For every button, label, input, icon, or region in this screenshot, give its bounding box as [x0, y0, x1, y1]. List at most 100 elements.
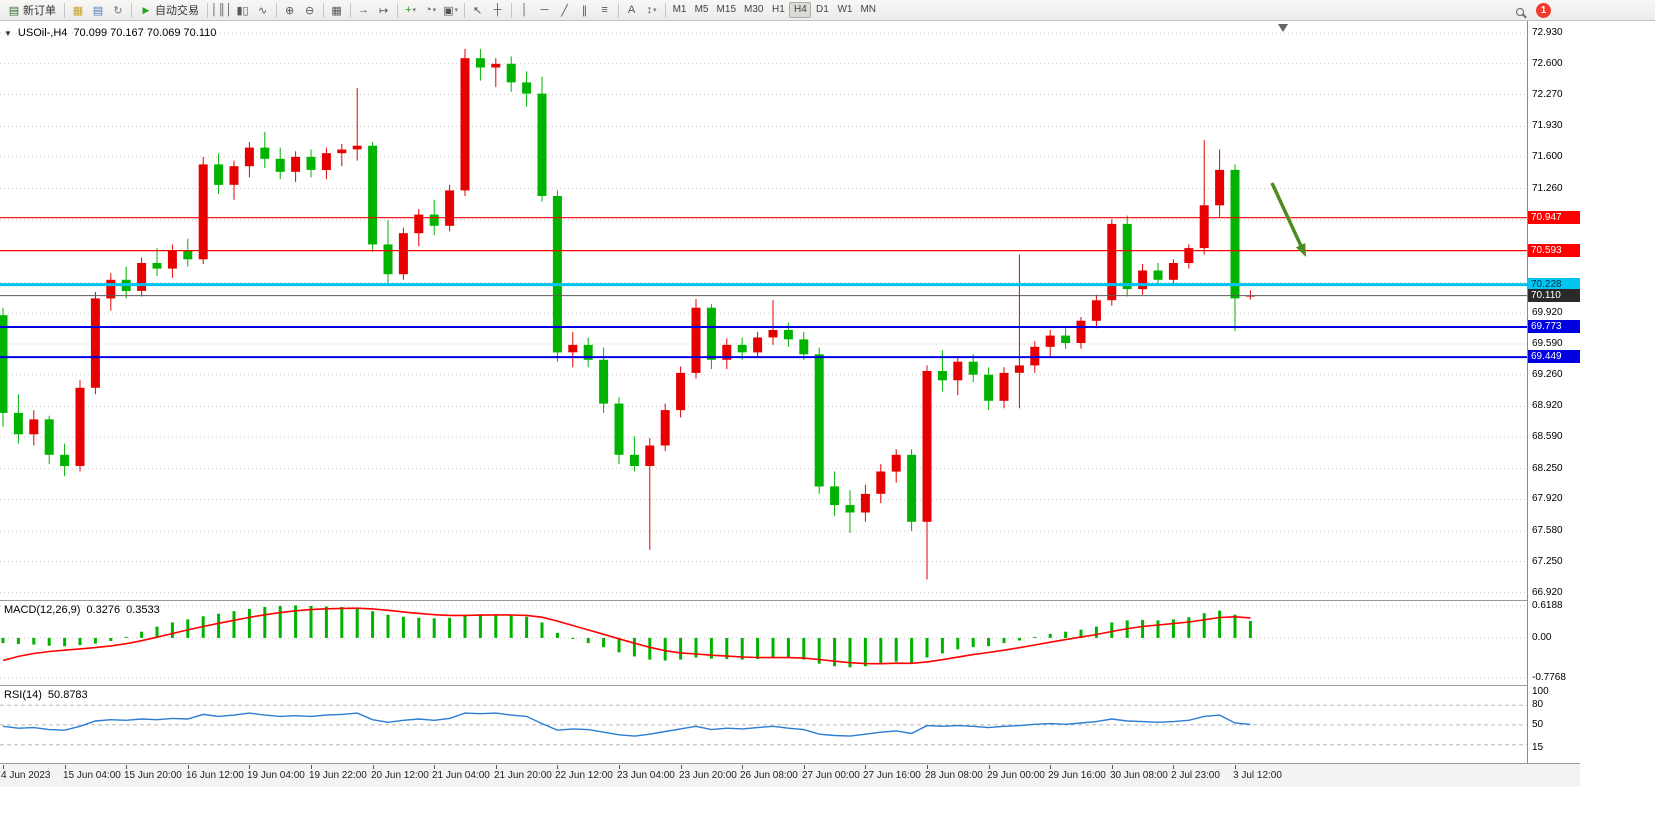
- time-tick: [188, 765, 189, 769]
- trendline-icon[interactable]: ╱: [561, 4, 568, 17]
- axis-label: 72.600: [1532, 58, 1563, 69]
- toolbar-group-files: ▦ ▤ ↻: [68, 2, 128, 19]
- toolbar-separator: [617, 2, 619, 18]
- toolbar-separator: [463, 2, 465, 18]
- new-chart-icon[interactable]: ▦: [72, 4, 84, 17]
- panel-separator[interactable]: [0, 600, 1580, 601]
- refresh-icon[interactable]: ↻: [113, 4, 123, 17]
- macd-signal-value: 0.3533: [126, 604, 160, 616]
- axis-label: -0.7768: [1532, 672, 1566, 683]
- time-tick: [496, 765, 497, 769]
- macd-label-bar: MACD(12,26,9) 0.3276 0.3533: [4, 604, 160, 616]
- autotrading-play-icon: ▶: [142, 4, 150, 15]
- axis-label: 67.250: [1532, 556, 1563, 567]
- time-label: 28 Jun 08:00: [925, 770, 983, 781]
- price-axis[interactable]: 72.930 72.600 72.270 71.930 71.600 71.260 69.9…: [1527, 21, 1580, 763]
- chart-symbol-title: USOil-,H4: [17, 27, 68, 39]
- timeframe-w1[interactable]: W1: [837, 4, 853, 15]
- candlestick-chart-icon[interactable]: ▮▯: [236, 4, 249, 17]
- bar-chart-icon[interactable]: │║│: [211, 4, 233, 16]
- axis-label: 15: [1532, 742, 1544, 753]
- axis-label: 0.00: [1532, 632, 1552, 643]
- profiles-icon[interactable]: ▤: [92, 4, 104, 17]
- cursor-icon[interactable]: ↖: [472, 4, 483, 17]
- macd-indicator-panel[interactable]: [0, 601, 1527, 685]
- time-label: 4 Jun 2023: [1, 770, 51, 781]
- time-label: 2 Jul 23:00: [1171, 770, 1220, 781]
- axis-label: 72.930: [1532, 27, 1563, 38]
- search-lens-icon: [1516, 7, 1524, 16]
- collapse-icon[interactable]: ▼: [4, 29, 12, 38]
- axis-label: 71.930: [1532, 120, 1563, 131]
- axis-label: 72.270: [1532, 89, 1563, 100]
- chart-window: 72.930 72.600 72.270 71.930 71.600 71.260 69.9…: [0, 21, 1580, 787]
- templates-icon[interactable]: ▣ ▾: [443, 4, 458, 17]
- price-tag: 69.449: [1528, 350, 1580, 363]
- horizontal-line-icon[interactable]: ─: [540, 4, 549, 16]
- axis-label: 67.580: [1532, 525, 1563, 536]
- time-label: 16 Jun 12:00: [186, 770, 244, 781]
- time-label: 29 Jun 16:00: [1048, 770, 1106, 781]
- time-label: 23 Jun 20:00: [679, 770, 737, 781]
- time-tick: [65, 765, 66, 769]
- tile-windows-icon[interactable]: ▦: [331, 4, 342, 17]
- time-tick: [1173, 765, 1174, 769]
- rsi-label-bar: RSI(14) 50.8783: [4, 689, 88, 701]
- rsi-label: RSI(14): [4, 689, 42, 701]
- time-tick: [989, 765, 990, 769]
- periods-icon[interactable]: ◔ ▾: [424, 4, 437, 16]
- time-tick: [619, 765, 620, 769]
- new-order-icon: ▤: [8, 4, 20, 17]
- timeframe-h4[interactable]: H4: [789, 2, 812, 18]
- time-label: 3 Jul 12:00: [1233, 770, 1282, 781]
- axis-label: 69.920: [1532, 307, 1563, 318]
- main-price-chart[interactable]: [0, 21, 1527, 600]
- timeframe-m15[interactable]: M15: [716, 4, 736, 15]
- zoom-out-icon[interactable]: ⊖: [304, 4, 315, 17]
- chart-shift-icon[interactable]: ↦: [378, 4, 389, 17]
- time-label: 20 Jun 12:00: [371, 770, 429, 781]
- auto-scroll-icon[interactable]: →: [358, 4, 370, 16]
- fibonacci-icon[interactable]: ≡: [601, 4, 608, 16]
- toolbar-separator: [396, 2, 398, 18]
- indicators-icon[interactable]: + ▾: [405, 4, 417, 16]
- timeframe-d1[interactable]: D1: [816, 4, 829, 15]
- arrows-icon[interactable]: ↕ ▾: [646, 4, 657, 16]
- price-tag: 70.593: [1528, 244, 1580, 257]
- timeframe-mn[interactable]: MN: [860, 4, 877, 15]
- price-tag: 69.773: [1528, 320, 1580, 333]
- autotrading-button[interactable]: ▶ 自动交易: [135, 2, 204, 19]
- panel-separator[interactable]: [0, 685, 1580, 686]
- new-order-button[interactable]: ▤ 新订单: [3, 2, 61, 19]
- time-tick: [927, 765, 928, 769]
- crosshair-icon[interactable]: ┼: [493, 4, 502, 16]
- dropdown-caret-icon: ▾: [454, 7, 458, 14]
- dropdown-caret-icon: ▾: [412, 7, 417, 14]
- vertical-line-icon[interactable]: │: [521, 4, 528, 16]
- toolbar-tool-groups: │║│ ▮▯ ∿ ⊕ ⊖ ▦ → ↦ + ▾ ◔ ▾ ▣ ▾ ↖ ┼ │ ─ ╱ ∥ ≡ A ↕ ▾: [204, 2, 662, 19]
- timeframe-h1[interactable]: H1: [772, 4, 785, 15]
- axis-label: 68.250: [1532, 463, 1563, 474]
- chart-title-bar: ▼ USOil-,H4 70.099 70.167 70.069 70.110: [4, 27, 216, 39]
- new-order-label: 新订单: [23, 5, 56, 17]
- timeframe-m5[interactable]: M5: [694, 4, 709, 15]
- search-icon[interactable]: [1510, 3, 1530, 20]
- timeframe-m1[interactable]: M1: [672, 4, 687, 15]
- time-label: 22 Jun 12:00: [555, 770, 613, 781]
- dropdown-caret-icon: ▾: [653, 7, 657, 14]
- time-tick: [557, 765, 558, 769]
- time-label: 21 Jun 20:00: [494, 770, 552, 781]
- line-chart-icon[interactable]: ∿: [257, 4, 268, 17]
- axis-label: 80: [1532, 699, 1544, 710]
- channel-icon[interactable]: ∥: [581, 4, 588, 17]
- rsi-indicator-panel[interactable]: [0, 686, 1527, 763]
- zoom-in-icon[interactable]: ⊕: [284, 4, 295, 17]
- time-axis[interactable]: 4 Jun 2023 15 Jun 04:00 15 Jun 20:00 16 Jun…: [0, 763, 1580, 787]
- text-icon[interactable]: A: [627, 4, 636, 16]
- axis-label: 50: [1532, 719, 1544, 730]
- dropdown-caret-icon: ▾: [432, 7, 437, 14]
- timeframe-m30[interactable]: M30: [744, 4, 764, 15]
- axis-label: 69.260: [1532, 369, 1563, 380]
- price-tag: 70.228: [1528, 278, 1580, 291]
- notification-badge[interactable]: 1: [1536, 3, 1551, 18]
